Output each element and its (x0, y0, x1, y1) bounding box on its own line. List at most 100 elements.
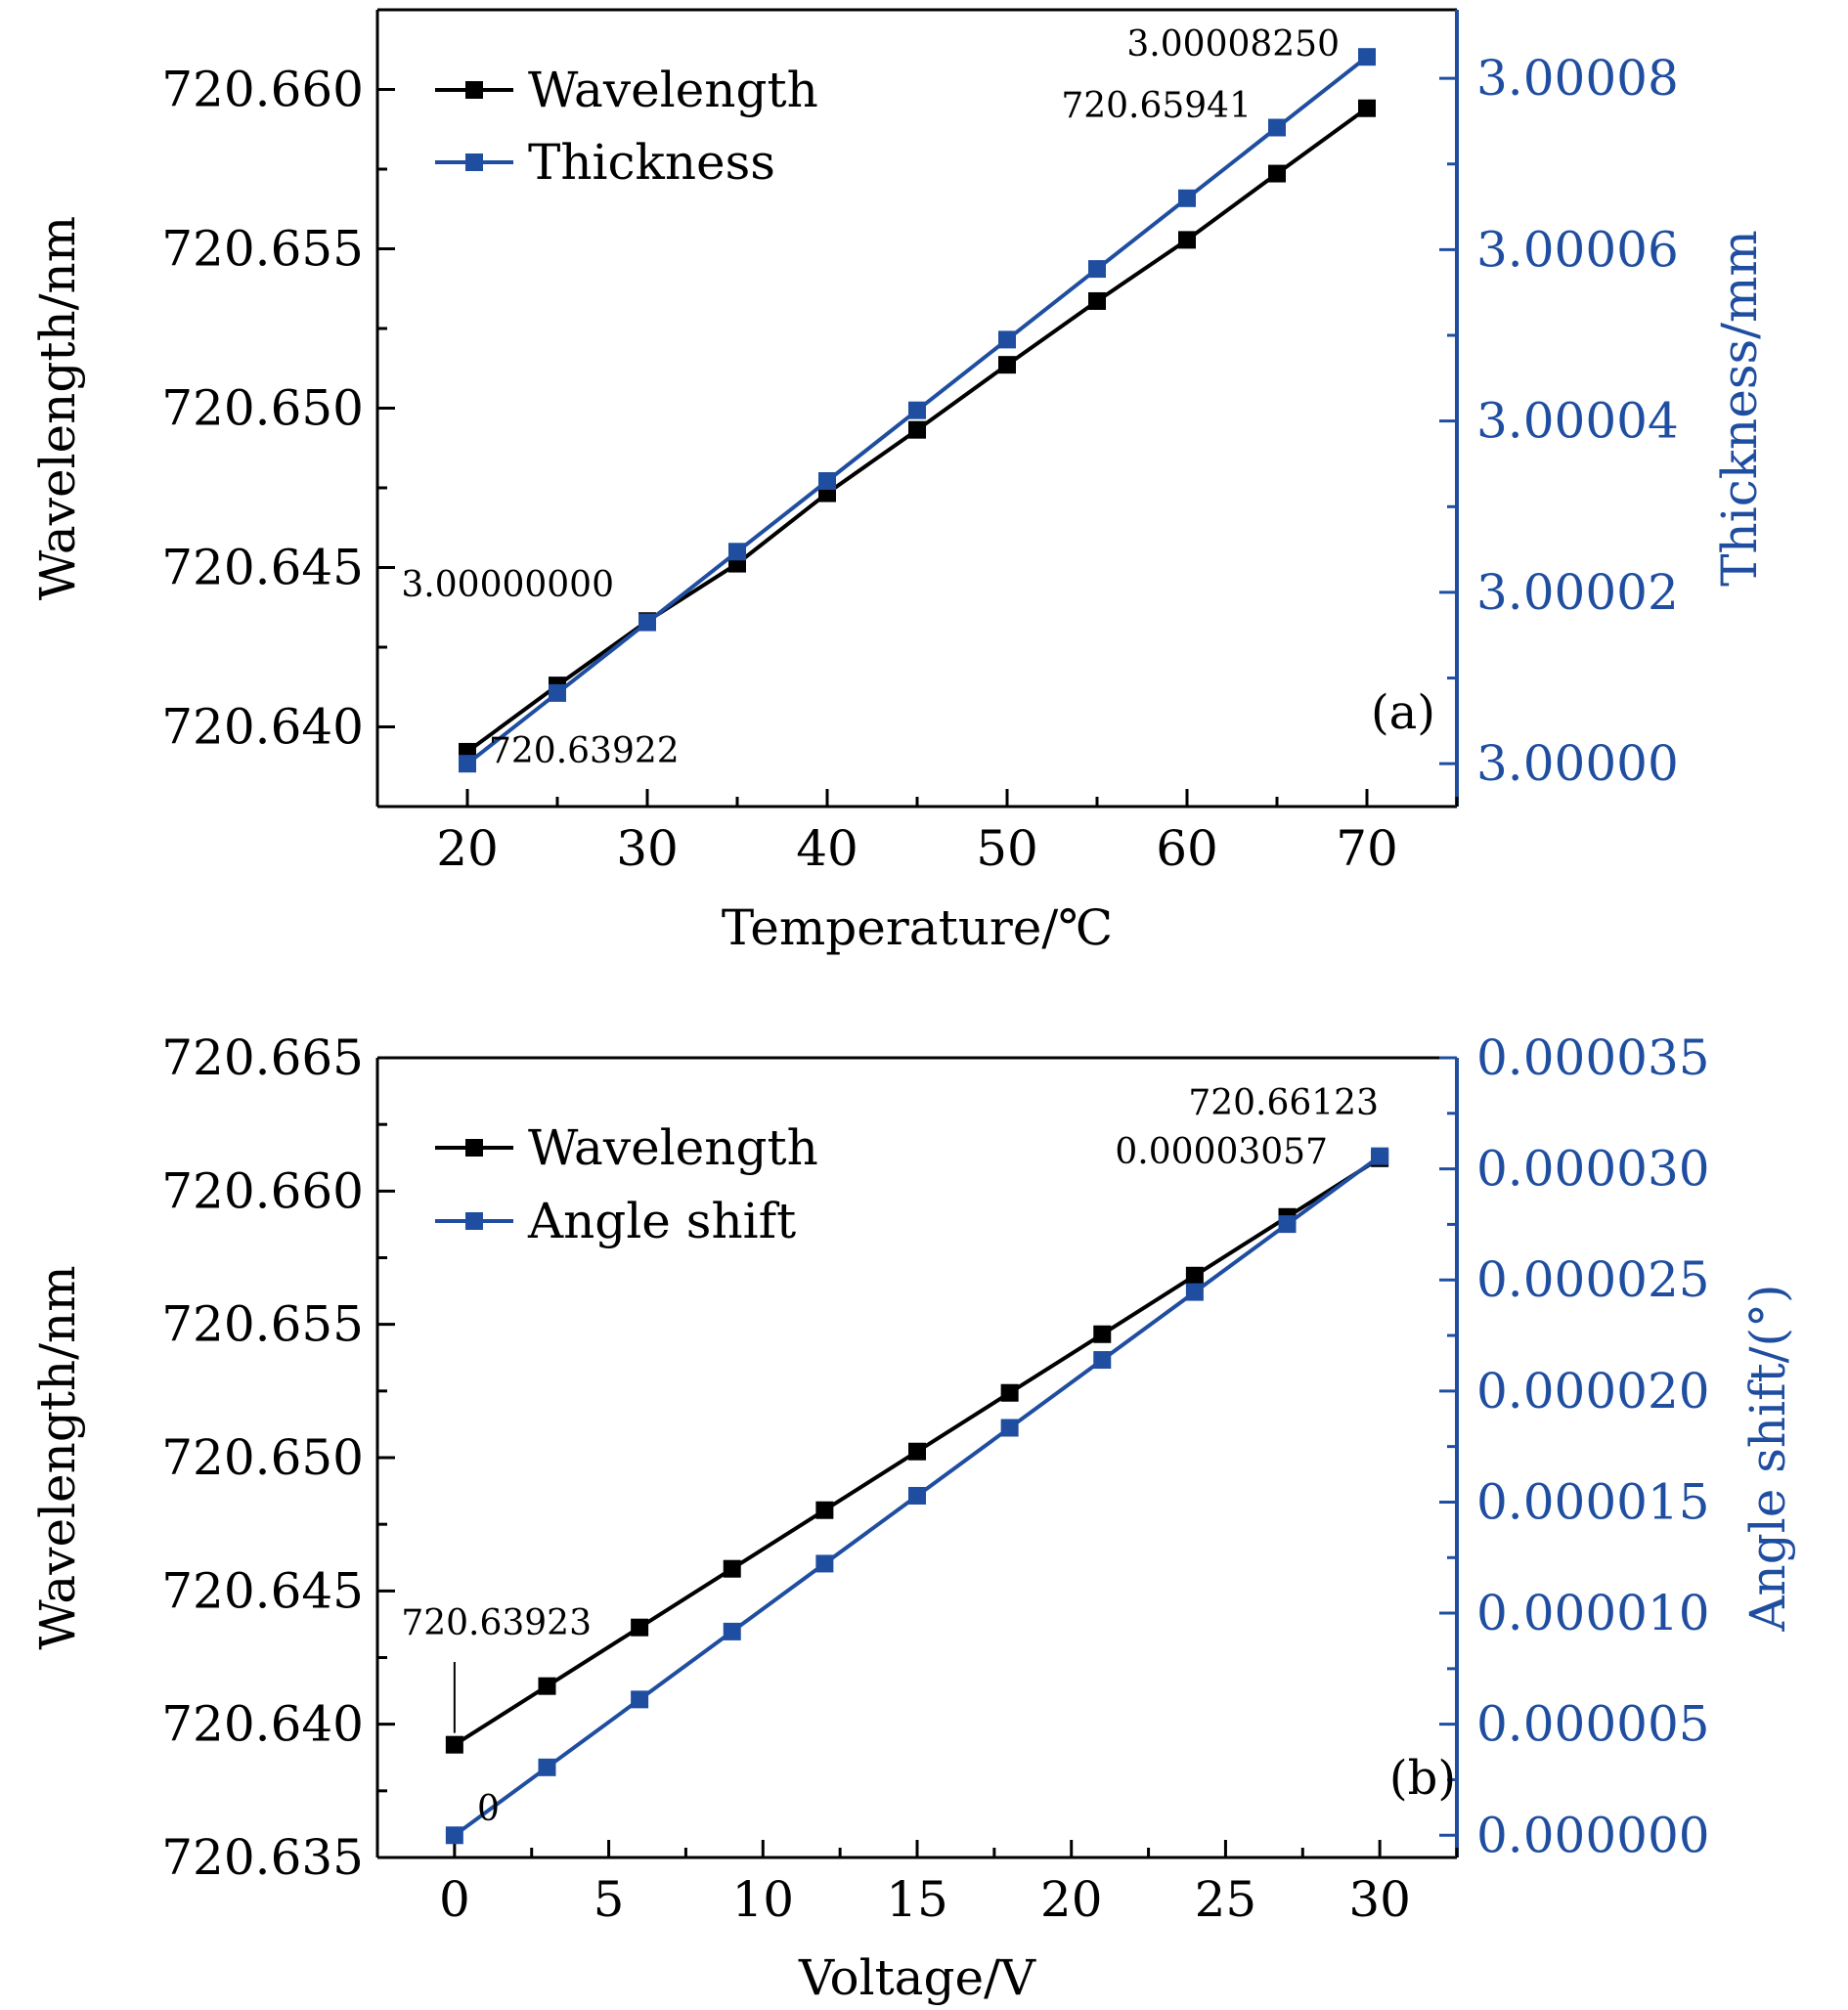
data-point (998, 330, 1016, 349)
y2-axis-label: Thickness/mm (1711, 230, 1768, 587)
legend-marker (465, 81, 483, 99)
data-point (1178, 231, 1196, 249)
y-tick-label: 720.665 (161, 1029, 364, 1086)
data-point (1268, 164, 1286, 183)
y-tick-label: 720.660 (161, 62, 364, 118)
data-point (818, 471, 836, 490)
data-point (815, 1501, 834, 1519)
y2-tick-label: 0.000030 (1476, 1141, 1710, 1198)
x-tick-label: 60 (1156, 820, 1218, 877)
x-axis-label: Voltage/V (798, 1949, 1036, 2006)
data-point (1178, 189, 1196, 207)
data-point (1185, 1266, 1204, 1285)
data-point (631, 1690, 649, 1709)
y-tick-label: 720.660 (161, 1162, 364, 1219)
data-label: 720.66123 (1188, 1083, 1379, 1123)
data-point (998, 356, 1016, 374)
x-tick-label: 10 (731, 1871, 794, 1928)
data-point (1000, 1419, 1019, 1437)
y2-tick-label: 3.00000 (1476, 735, 1679, 792)
data-label: 0 (477, 1789, 500, 1829)
x-tick-label: 25 (1195, 1871, 1257, 1928)
data-point (723, 1622, 741, 1640)
y-tick-label: 720.645 (161, 540, 364, 596)
y-axis-label: Wavelength/nm (29, 216, 86, 600)
x-tick-label: 15 (886, 1871, 948, 1928)
data-point (815, 1554, 834, 1573)
y2-tick-label: 0.000015 (1476, 1473, 1710, 1530)
data-point (1358, 99, 1376, 117)
y2-tick-label: 0.000010 (1476, 1585, 1710, 1641)
x-tick-label: 30 (1348, 1871, 1411, 1928)
y2-tick-label: 0.000000 (1476, 1807, 1710, 1863)
data-point (459, 755, 476, 773)
y2-tick-label: 3.00008 (1476, 50, 1679, 107)
data-point (1371, 1147, 1389, 1165)
panel-a: 20 30 40 50 60 70 720.640 720.645 720.650 720.655… (29, 8, 1768, 956)
x-tick-label: 20 (436, 820, 499, 877)
data-point (1185, 1283, 1204, 1301)
data-label: 3.00008250 (1126, 24, 1340, 65)
y2-tick-label: 0.000035 (1476, 1029, 1710, 1086)
data-point (908, 420, 926, 439)
data-label: 0.00003057 (1115, 1132, 1328, 1172)
data-point (1000, 1383, 1019, 1402)
y-axis-label: Wavelength/nm (29, 1265, 86, 1649)
y-tick-label: 720.655 (161, 1296, 364, 1353)
data-point (723, 1559, 741, 1578)
legend-marker (465, 1212, 483, 1230)
x-tick-label: 30 (616, 820, 679, 877)
y2-tick-label: 0.000005 (1476, 1696, 1710, 1753)
panel-label: (a) (1371, 685, 1435, 740)
data-point (1088, 291, 1106, 310)
y-tick-label: 720.640 (161, 1696, 364, 1753)
data-point (908, 1486, 926, 1505)
data-point (1093, 1325, 1112, 1343)
legend-label: Thickness (528, 134, 775, 191)
x-tick-label: 0 (439, 1871, 470, 1928)
data-label: 720.63922 (489, 731, 680, 771)
y-tick-label: 720.645 (161, 1562, 364, 1619)
data-point (1358, 48, 1376, 66)
data-point (908, 1442, 926, 1461)
data-point (445, 1826, 463, 1845)
y2-tick-label: 3.00006 (1476, 221, 1679, 278)
y2-tick-label: 0.000025 (1476, 1251, 1710, 1308)
y2-tick-label: 3.00002 (1476, 564, 1679, 621)
data-point (908, 401, 926, 419)
legend-label: Wavelength (528, 1119, 818, 1176)
data-point (728, 543, 746, 561)
data-point (1093, 1351, 1112, 1370)
data-label: 720.65941 (1061, 86, 1252, 126)
y-tick-label: 720.655 (161, 221, 364, 278)
y-tick-label: 720.640 (161, 699, 364, 756)
y2-tick-label: 3.00004 (1476, 393, 1679, 450)
legend-marker (465, 1139, 483, 1157)
data-point (638, 613, 656, 632)
x-tick-label: 20 (1040, 1871, 1103, 1928)
y2-tick-label: 0.000020 (1476, 1363, 1710, 1420)
x-tick-label: 50 (976, 820, 1038, 877)
data-point (1268, 118, 1286, 137)
data-point (549, 683, 566, 702)
x-tick-label: 5 (594, 1871, 625, 1928)
data-label: 720.63923 (401, 1603, 592, 1643)
legend-label: Wavelength (528, 62, 818, 118)
x-tick-label: 70 (1336, 820, 1398, 877)
data-point (1088, 260, 1106, 279)
x-axis-label: Temperature/℃ (722, 899, 1113, 956)
panel-label: (b) (1389, 1751, 1456, 1806)
panel-b: 0 5 10 15 20 25 30 720.635 720.640 720.645 720.650… (29, 1029, 1796, 2006)
y-tick-label: 720.650 (161, 380, 364, 437)
data-point (1278, 1215, 1297, 1234)
data-point (538, 1677, 556, 1695)
x-tick-label: 40 (796, 820, 858, 877)
y2-axis-label: Angle shift/(°) (1739, 1284, 1796, 1632)
data-label: 3.00000000 (401, 565, 614, 605)
data-point (631, 1618, 649, 1637)
data-point (538, 1758, 556, 1776)
y-tick-label: 720.650 (161, 1429, 364, 1486)
data-point (445, 1735, 463, 1754)
legend-label: Angle shift (527, 1193, 796, 1249)
